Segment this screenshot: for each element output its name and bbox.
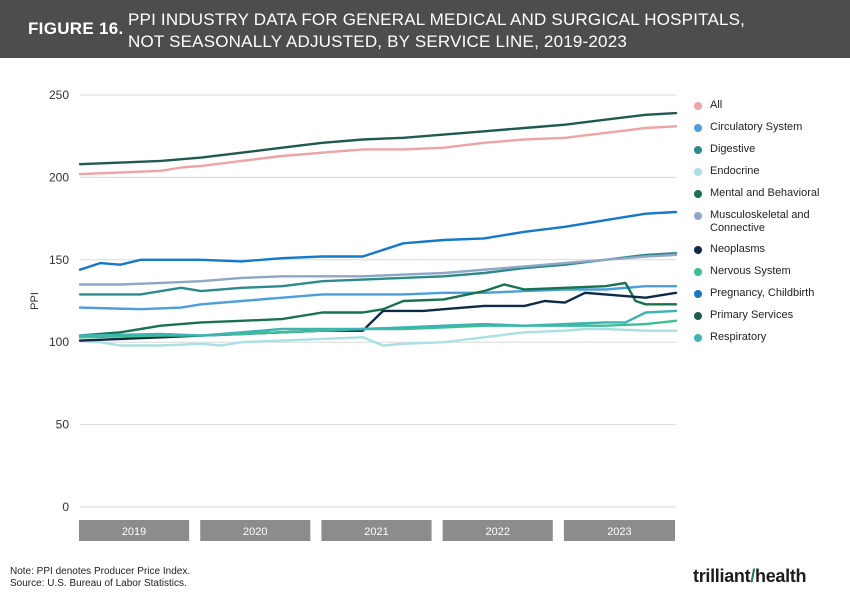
- legend-item: Respiratory: [694, 331, 819, 353]
- year-band: [321, 520, 432, 541]
- y-tick-label: 100: [49, 335, 69, 349]
- legend-item: Endocrine: [694, 165, 819, 187]
- year-band: [79, 520, 190, 541]
- legend-label: Endocrine: [710, 165, 760, 177]
- legend-swatch: [694, 146, 702, 154]
- legend-item: Circulatory System: [694, 121, 819, 143]
- series-line-primary-services: [78, 111, 678, 166]
- legend-item: Pregnancy, Childbirth: [694, 287, 819, 309]
- series-line-musculoskeletal-and-connective: [78, 253, 678, 286]
- x-tick-label: 2019: [122, 526, 146, 538]
- figure-header: FIGURE 16. PPI INDUSTRY DATA FOR GENERAL…: [0, 0, 850, 58]
- y-tick-label: 50: [56, 418, 70, 432]
- legend-swatch: [694, 212, 702, 220]
- legend-swatch: [694, 102, 702, 110]
- brand-logo-right: health: [755, 566, 807, 586]
- x-tick-label: 2023: [607, 526, 631, 538]
- note-text: Note: PPI denotes Producer Price Index.: [10, 566, 191, 577]
- year-band: [442, 520, 553, 541]
- legend-item: Nervous System: [694, 265, 819, 287]
- legend-swatch: [694, 334, 702, 342]
- legend-item: Mental and Behavioral: [694, 187, 819, 209]
- legend-item: Primary Services: [694, 309, 819, 331]
- x-tick-label: 2021: [364, 526, 388, 538]
- legend-label: Digestive: [710, 143, 756, 155]
- y-axis-label: PPI: [29, 292, 41, 310]
- footnotes: Note: PPI denotes Producer Price Index. …: [10, 566, 190, 590]
- legend-label: Mental and Behavioral: [710, 187, 820, 199]
- brand-logo-left: trilliant: [693, 566, 751, 586]
- y-tick-label: 0: [62, 500, 69, 514]
- series-line-endocrine: [78, 327, 678, 347]
- legend-label: Nervous System: [710, 265, 791, 277]
- figure-label: FIGURE 16.: [28, 19, 124, 38]
- legend-label: All: [710, 99, 723, 111]
- x-tick-label: 2020: [243, 526, 267, 538]
- legend-item: Digestive: [694, 143, 819, 165]
- series-line-respiratory: [78, 309, 678, 337]
- legend-label: Primary Services: [710, 309, 794, 321]
- series-line-circulatory-system: [78, 284, 678, 311]
- line-chart: 0 50 100 150 200 250 PPI 2019 2020 2021 2022 2023: [29, 88, 678, 541]
- legend-label: Neoplasms: [710, 243, 766, 255]
- series-line-mental-and-behavioral: [78, 281, 678, 337]
- brand-logo: trilliant/health: [693, 566, 807, 587]
- x-tick-label: 2022: [485, 526, 509, 538]
- series-line-pregnancy-childbirth: [78, 210, 678, 271]
- figure-title-line-1: PPI INDUSTRY DATA FOR GENERAL MEDICAL AN…: [128, 10, 746, 29]
- series-line-all: [78, 125, 678, 176]
- legend-swatch: [694, 268, 702, 276]
- brand-logo-mark: /: [750, 566, 756, 586]
- legend-swatch: [694, 246, 702, 254]
- y-tick-label: 150: [49, 253, 69, 267]
- legend-item: Musculoskeletal and Connective: [694, 209, 819, 243]
- legend-swatch: [694, 290, 702, 298]
- legend-label: Respiratory: [710, 331, 767, 343]
- legend-label: Pregnancy, Childbirth: [710, 287, 815, 299]
- source-text: Source: U.S. Bureau of Labor Statistics.: [10, 578, 187, 589]
- legend-swatch: [694, 190, 702, 198]
- year-band: [200, 520, 311, 541]
- legend-swatch: [694, 124, 702, 132]
- chart-legend: All Circulatory System Digestive Endocrine M…: [694, 99, 819, 353]
- y-tick-label: 250: [49, 88, 69, 102]
- legend-label: Musculoskeletal and Connective: [710, 209, 810, 234]
- legend-item: Neoplasms: [694, 243, 819, 265]
- legend-swatch: [694, 168, 702, 176]
- figure-title: PPI INDUSTRY DATA FOR GENERAL MEDICAL AN…: [128, 9, 745, 53]
- figure-title-line-2: NOT SEASONALLY ADJUSTED, BY SERVICE LINE…: [128, 32, 628, 51]
- legend-swatch: [694, 312, 702, 320]
- legend-label: Circulatory System: [710, 121, 803, 133]
- y-tick-label: 200: [49, 170, 69, 184]
- legend-item: All: [694, 99, 819, 121]
- year-band: [563, 520, 675, 541]
